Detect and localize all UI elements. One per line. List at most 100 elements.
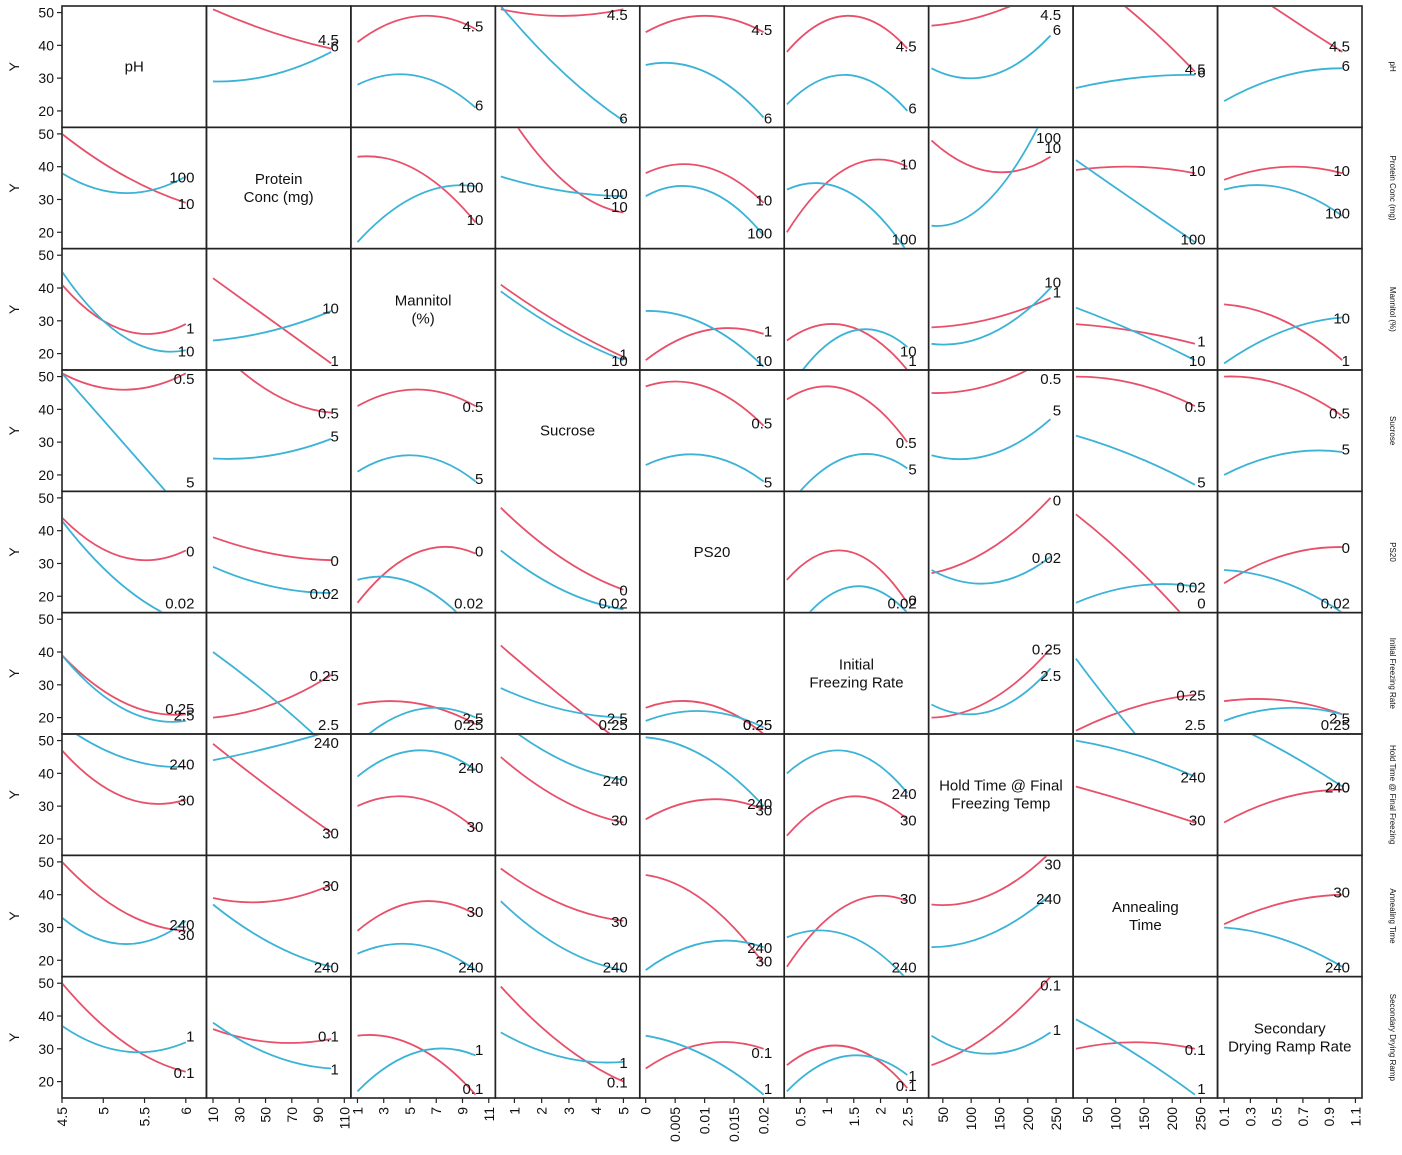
level-label: 1: [908, 1068, 916, 1085]
y-tick-label: 40: [38, 644, 54, 660]
row-side-label: PS20: [1388, 542, 1397, 562]
curve-low-3-5: [786, 385, 909, 443]
panel-1-1: [205, 126, 352, 250]
curve-low-0-8: [1271, 7, 1343, 53]
level-label: 0.02: [310, 586, 339, 603]
level-label: 0: [619, 583, 627, 600]
curve-low-1-3: [517, 128, 624, 214]
level-label: 4.5: [462, 19, 483, 36]
curve-low-7-3: [500, 867, 624, 922]
panel-2-4: [638, 247, 786, 371]
curve-low-0-6: [931, 7, 1011, 27]
y-tick-label: 50: [38, 733, 54, 749]
curve-high-8-3: [500, 1031, 624, 1064]
curve-high-2-3: [500, 290, 624, 362]
level-label: 240: [314, 735, 339, 752]
level-label: 2.5: [462, 711, 483, 728]
curve-low-2-6: [931, 297, 1051, 329]
panel-1-5: [783, 126, 930, 250]
level-label: 1: [331, 353, 339, 370]
curve-level-labels: 4.564.564.564.564.564.564.564.5610100101…: [165, 7, 1350, 1098]
factor-name-label: Initial: [839, 656, 874, 673]
curve-high-6-2: [356, 749, 477, 778]
level-label: 4.5: [751, 22, 772, 39]
curve-high-3-6: [931, 418, 1052, 461]
curve-low-6-8: [1223, 788, 1343, 824]
level-label: 10: [611, 353, 628, 370]
curve-high-7-0: [63, 917, 187, 945]
curve-low-8-7: [1075, 1041, 1196, 1050]
y-tick-label: 20: [38, 224, 54, 240]
panel-4-8: [1216, 490, 1363, 614]
x-tick-label: 50: [258, 1107, 274, 1123]
level-label: 10: [611, 199, 628, 216]
x-tick-label: 5.5: [137, 1107, 153, 1127]
level-label: 2.5: [1185, 717, 1206, 734]
x-tick-label: 70: [284, 1107, 300, 1123]
level-label: 5: [331, 429, 339, 446]
curve-low-4-7: [1075, 513, 1181, 612]
curve-low-8-2: [357, 1034, 477, 1096]
curve-low-3-8: [1224, 375, 1343, 417]
level-label: 10: [756, 353, 773, 370]
level-label: 6: [475, 97, 483, 114]
level-label: 0: [908, 593, 916, 610]
level-label: 0.02: [1032, 550, 1061, 567]
curve-low-7-0: [63, 861, 186, 932]
curve-high-6-3: [517, 735, 624, 781]
level-label: 2.5: [174, 707, 195, 724]
y-tick-label: 20: [38, 346, 54, 362]
level-label: 1: [1053, 284, 1061, 301]
curve-high-2-6: [931, 287, 1052, 346]
level-label: 10: [467, 212, 484, 229]
level-label: 240: [603, 773, 628, 790]
curve-low-4-1: [212, 536, 332, 562]
curve-low-4-6: [931, 497, 1052, 575]
y-tick-label: 40: [38, 401, 54, 417]
curve-high-2-0: [63, 271, 186, 353]
level-label: 4.5: [1185, 61, 1206, 78]
level-label: 6: [764, 110, 772, 127]
level-label: 0: [186, 543, 194, 560]
row-side-label: Secondary Drying Ramp: [1388, 994, 1397, 1082]
curve-low-0-7: [1124, 7, 1196, 73]
level-label: 100: [892, 232, 917, 249]
curve-low-0-2: [356, 14, 477, 43]
level-label: 5: [1053, 402, 1061, 419]
curve-low-6-4: [645, 798, 764, 821]
curve-high-8-4: [645, 1034, 765, 1096]
level-label: 0.02: [165, 596, 194, 613]
level-label: 0: [475, 543, 483, 560]
curve-low-4-0: [63, 517, 187, 562]
factor-name-label: pH: [125, 59, 144, 76]
level-label: 0.02: [454, 596, 483, 613]
curve-high-4-0: [63, 520, 164, 612]
curve-low-8-4: [645, 1041, 764, 1070]
y-tick-label: 30: [38, 191, 54, 207]
factor-name-label: Secondary: [1254, 1020, 1326, 1037]
level-label: 240: [458, 760, 483, 777]
curve-high-7-5: [786, 929, 905, 976]
panel-8-8: [1216, 975, 1363, 1099]
x-tick-label: 1: [506, 1107, 522, 1115]
curve-high-3-8: [1223, 449, 1343, 476]
level-label: 5: [186, 474, 194, 491]
panel-6-4: [638, 733, 786, 857]
level-label: 240: [1181, 770, 1206, 787]
level-label: 6: [619, 110, 627, 127]
x-tick-label: 2: [873, 1107, 889, 1115]
curve-low-3-6: [931, 371, 1028, 394]
level-label: 100: [458, 179, 483, 196]
x-tick-label: 0.02: [756, 1107, 772, 1134]
level-label: 0.25: [454, 717, 483, 734]
level-label: 0.25: [310, 668, 339, 685]
level-label: 0: [1197, 596, 1205, 613]
curve-high-3-0: [63, 373, 167, 491]
curve-low-1-8: [1223, 165, 1343, 181]
row-side-label: Annealing Time: [1388, 888, 1397, 944]
y-tick-label: 30: [38, 1041, 54, 1057]
level-label: 0.5: [318, 406, 339, 423]
curve-high-2-1: [212, 310, 332, 342]
